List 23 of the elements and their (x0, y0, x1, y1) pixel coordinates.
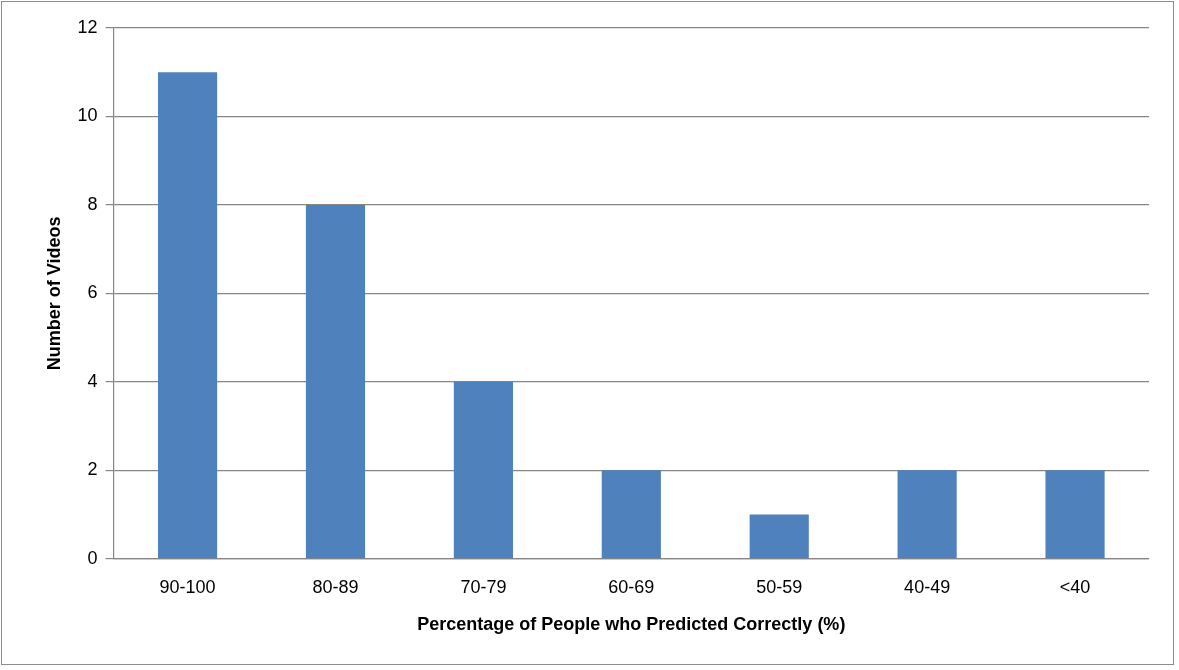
y-tick-label: 8 (87, 193, 98, 214)
x-tick-label: 70-79 (460, 576, 507, 597)
y-tick-label: 4 (87, 370, 98, 391)
bar (749, 514, 809, 559)
x-tick-label: 50-59 (756, 576, 803, 597)
x-tick-label: <40 (1059, 576, 1091, 597)
bar (305, 204, 366, 559)
bar (601, 470, 661, 559)
x-tick-label: 90-100 (159, 576, 216, 597)
x-tick-label: 60-69 (608, 576, 655, 597)
bar (1045, 470, 1105, 559)
x-tick-label: 80-89 (312, 576, 359, 597)
bar (158, 72, 218, 559)
y-tick-label: 12 (77, 16, 98, 37)
y-tick-label: 6 (87, 282, 98, 303)
y-axis-title: Number of Videos (43, 216, 64, 371)
bar (897, 470, 957, 559)
bar (453, 381, 513, 559)
y-tick-label: 10 (77, 105, 98, 126)
y-tick-label: 0 (87, 547, 98, 568)
x-tick-label: 40-49 (904, 576, 951, 597)
x-axis-title: Percentage of People who Predicted Correctly (%) (417, 614, 846, 635)
y-tick-label: 2 (87, 459, 98, 480)
